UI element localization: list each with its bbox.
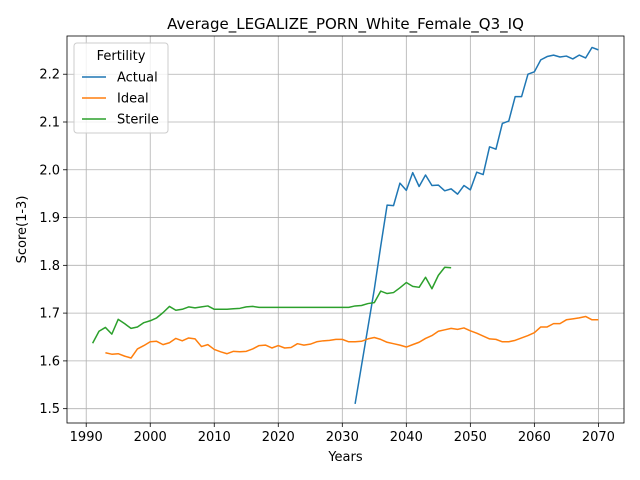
x-tick-label: 2020: [262, 430, 295, 445]
x-tick-label: 2060: [518, 430, 551, 445]
x-tick-label: 2050: [454, 430, 487, 445]
legend-title: Fertility: [97, 49, 146, 64]
y-tick-label: 2.1: [39, 116, 60, 131]
x-tick-label: 2070: [582, 430, 615, 445]
y-tick-label: 2.2: [39, 68, 60, 83]
x-tick-label: 1990: [70, 430, 103, 445]
y-tick-label: 1.5: [39, 402, 60, 417]
series-line-ideal: [105, 315, 599, 359]
y-tick-label: 1.8: [39, 259, 60, 274]
axis-ticks: 1990 2000 2010 2020 2030 2040 2050 2060 2070 1.5 1…: [39, 68, 615, 445]
y-axis-label: Score(1-3): [15, 196, 30, 264]
y-tick-label: 1.7: [39, 307, 60, 322]
x-axis-label: Years: [327, 450, 363, 465]
series-lines: [91, 46, 599, 405]
x-tick-label: 2040: [390, 430, 423, 445]
legend-label-actual: Actual: [117, 71, 158, 86]
x-tick-label: 2000: [134, 430, 167, 445]
legend: Fertility Actual Ideal Sterile: [73, 42, 169, 134]
legend-items: Actual Ideal Sterile: [82, 71, 159, 128]
series-line-actual: [354, 46, 599, 405]
x-tick-label: 2030: [326, 430, 359, 445]
grid: [67, 36, 624, 423]
legend-label-sterile: Sterile: [117, 113, 159, 128]
plot-frame: [66, 35, 625, 424]
chart-title: Average_LEGALIZE_PORN_White_Female_Q3_IQ: [167, 15, 524, 34]
legend-label-ideal: Ideal: [117, 92, 149, 107]
x-tick-label: 2010: [198, 430, 231, 445]
legend-box: [73, 42, 169, 134]
y-tick-label: 1.6: [39, 354, 60, 369]
y-tick-label: 2.0: [39, 163, 60, 178]
y-tick-label: 1.9: [39, 211, 60, 226]
series-line-sterile: [91, 266, 452, 344]
